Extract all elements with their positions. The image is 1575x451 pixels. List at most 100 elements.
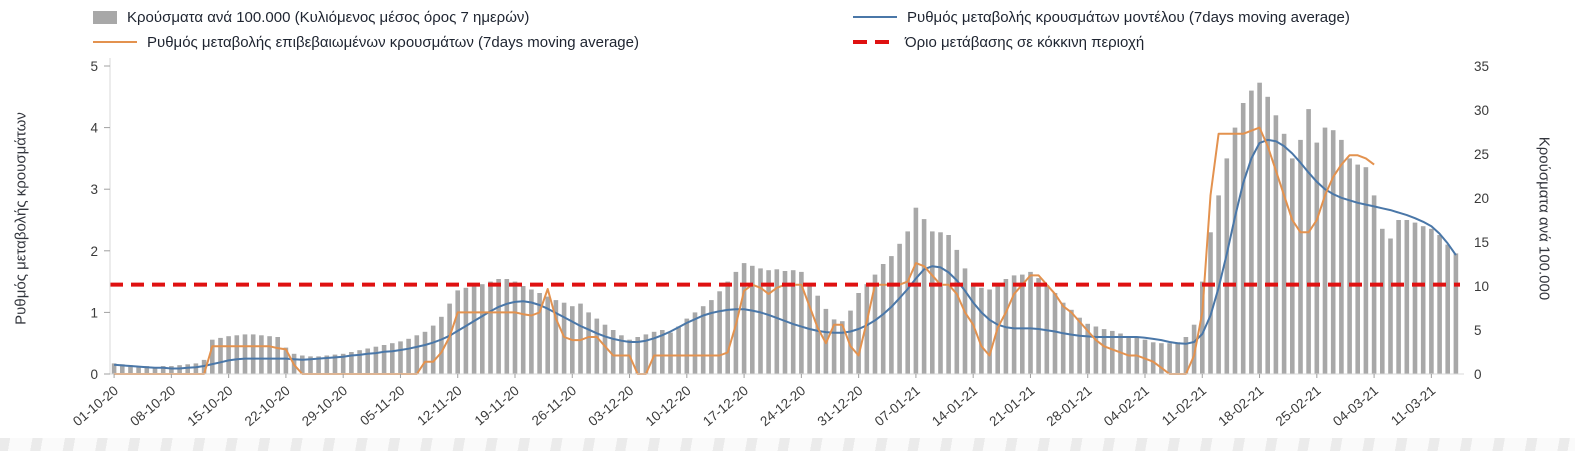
x-axis-tick-label: 15-10-20 [184, 383, 235, 429]
threshold-dash-swatch [853, 40, 895, 44]
bar [897, 243, 902, 374]
bar [692, 312, 698, 374]
bar [390, 343, 395, 374]
bar [1224, 158, 1230, 374]
bar [1314, 142, 1320, 374]
bar [218, 337, 223, 374]
bar [750, 265, 755, 374]
bar [308, 356, 313, 374]
bar [1396, 220, 1401, 374]
bar [152, 367, 158, 374]
legend-item-confirmed-line: Ρυθμός μεταβολής επιβεβαιωμένων κρουσμάτ… [93, 31, 639, 53]
bar [136, 366, 141, 374]
x-axis-tick-label: 19-11-20 [472, 383, 522, 429]
bar [578, 303, 583, 374]
left-axis-tick-label: 2 [90, 244, 98, 259]
bar [635, 337, 640, 374]
bar [758, 268, 763, 374]
bar [880, 264, 886, 374]
bar [210, 339, 215, 374]
bar [340, 353, 346, 374]
bar [422, 331, 428, 374]
bar [120, 364, 125, 374]
bar [1191, 324, 1197, 374]
bar [1085, 323, 1090, 374]
bar [1020, 274, 1025, 374]
bar [1273, 115, 1279, 375]
bar [889, 256, 894, 374]
bar [840, 321, 845, 374]
bar [913, 207, 919, 374]
bar [1028, 271, 1033, 374]
left-axis-tick-label: 3 [90, 182, 98, 197]
bar [938, 232, 943, 374]
bar [439, 316, 444, 374]
right-axis-tick-label: 15 [1474, 235, 1489, 250]
bar [741, 263, 747, 374]
bar [1322, 127, 1328, 374]
x-axis-tick-label: 14-01-21 [929, 383, 980, 429]
bar [537, 293, 542, 374]
bar [365, 348, 370, 374]
x-axis-tick-label: 11-03-21 [1388, 383, 1438, 429]
bar [905, 231, 910, 374]
x-axis-tick-label: 29-10-20 [299, 383, 350, 429]
confirmed-line-swatch [93, 41, 137, 43]
x-axis-tick-label: 24-12-20 [757, 383, 808, 429]
bar [414, 335, 420, 374]
x-axis-tick-label: 21-01-21 [986, 383, 1037, 429]
x-axis-tick-label: 01-10-20 [70, 383, 121, 429]
bar [1388, 238, 1393, 374]
bar [144, 366, 150, 374]
right-axis-tick-label: 5 [1474, 323, 1482, 338]
bar [128, 365, 133, 374]
left-axis-tick-label: 5 [90, 59, 98, 74]
bar [169, 366, 174, 374]
bar [856, 293, 861, 374]
bar [1298, 139, 1303, 374]
cutoff-strip [0, 438, 1575, 451]
left-axis-tick-label: 4 [90, 121, 98, 136]
bar [668, 332, 673, 374]
bar [275, 337, 280, 374]
bar [930, 231, 935, 374]
legend-label-cases-bars: Κρούσματα ανά 100.000 (Κυλιόμενος μέσος … [127, 8, 530, 26]
x-axis-tick-label: 28-01-21 [1044, 383, 1095, 429]
bar [1420, 226, 1426, 374]
bar [250, 334, 256, 374]
bar [512, 281, 518, 374]
bar [1429, 228, 1434, 374]
bar [1208, 232, 1213, 374]
bar [1339, 139, 1344, 374]
bar [332, 354, 338, 374]
bar [1200, 281, 1205, 374]
bar [1306, 109, 1311, 374]
bar [406, 338, 411, 374]
x-axis-tick-label: 22-10-20 [242, 383, 293, 429]
bar [717, 291, 722, 374]
bar [234, 335, 240, 374]
bar [1412, 222, 1418, 374]
x-axis-tick-label: 03-12-20 [585, 383, 636, 429]
bar [970, 284, 976, 374]
x-axis-tick-label: 05-11-20 [357, 383, 407, 429]
right-axis-tick-label: 10 [1474, 279, 1489, 294]
bar-series-swatch [93, 10, 117, 24]
bar [1167, 343, 1172, 374]
bar [790, 270, 796, 374]
bar [1150, 342, 1156, 374]
bar [488, 281, 493, 374]
bar [1363, 167, 1369, 374]
bar [357, 350, 362, 374]
bar [676, 326, 681, 374]
bar [651, 331, 657, 374]
bar [1052, 293, 1058, 374]
bar [1060, 302, 1066, 374]
bar [316, 356, 321, 374]
bar [300, 355, 305, 374]
bar [185, 364, 190, 374]
legend-label-model-line: Ρυθμός μεταβολής κρουσμάτων μοντέλου (7d… [907, 8, 1350, 26]
bar [864, 284, 870, 374]
x-axis-tick-label: 12-11-20 [414, 383, 464, 429]
bar [1265, 96, 1270, 375]
